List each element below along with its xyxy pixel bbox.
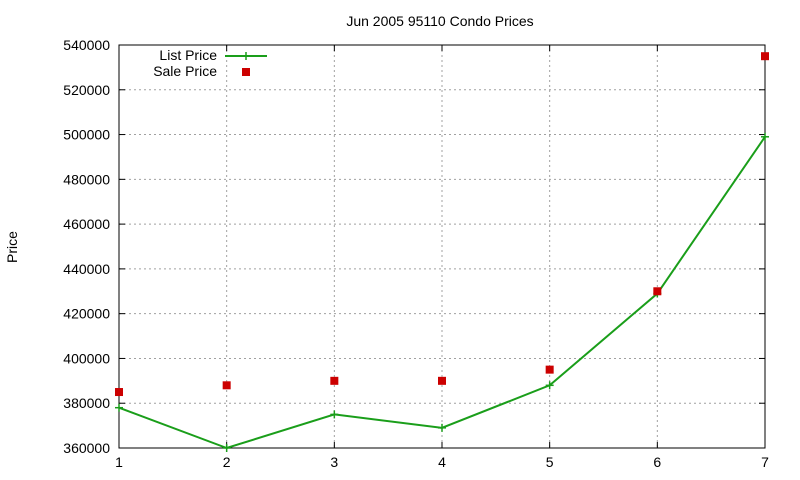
y-tick-label: 480000 <box>63 171 110 187</box>
x-tick-label: 1 <box>115 454 123 470</box>
y-axis-label: Price <box>4 231 20 263</box>
list-price-point <box>115 403 123 412</box>
sale-price-point <box>438 376 446 385</box>
legend-plus-marker <box>242 52 250 60</box>
legend-label: Sale Price <box>153 63 217 79</box>
y-tick-label: 460000 <box>63 216 110 232</box>
y-tick-label: 500000 <box>63 127 110 143</box>
grid-lines <box>119 45 765 448</box>
x-tick-label: 3 <box>330 454 338 470</box>
list-price-point <box>545 381 554 390</box>
y-tick-label: 360000 <box>63 440 110 456</box>
y-tick-label: 520000 <box>63 82 110 98</box>
list-price-point <box>330 410 339 419</box>
x-tick-label: 7 <box>761 454 769 470</box>
chart-title: Jun 2005 95110 Condo Prices <box>346 13 533 29</box>
x-tick-label: 6 <box>653 454 661 470</box>
sale-price-point <box>653 287 662 296</box>
y-tick-label: 380000 <box>63 395 110 411</box>
list-price-point <box>761 132 769 141</box>
y-tick-label: 540000 <box>63 37 110 53</box>
sale-price-point <box>222 381 231 390</box>
sale-price-point <box>761 52 769 61</box>
x-tick-label: 5 <box>546 454 554 470</box>
x-tick-label: 2 <box>223 454 231 470</box>
series-layer <box>115 52 769 452</box>
sale-price-point <box>330 376 339 385</box>
legend-square-marker <box>242 68 250 76</box>
list-price-point <box>438 423 446 432</box>
axis-ticks: 360000 380000 400000 420000 440000 460000 4800… <box>63 37 769 470</box>
x-tick-label: 4 <box>438 454 446 470</box>
y-tick-label: 440000 <box>63 261 110 277</box>
y-tick-label: 420000 <box>63 306 110 322</box>
sale-price-point <box>115 388 123 397</box>
sale-price-point <box>545 365 554 374</box>
list-price-point <box>222 444 231 452</box>
y-tick-label: 400000 <box>63 350 110 366</box>
legend-label: List Price <box>159 47 217 63</box>
